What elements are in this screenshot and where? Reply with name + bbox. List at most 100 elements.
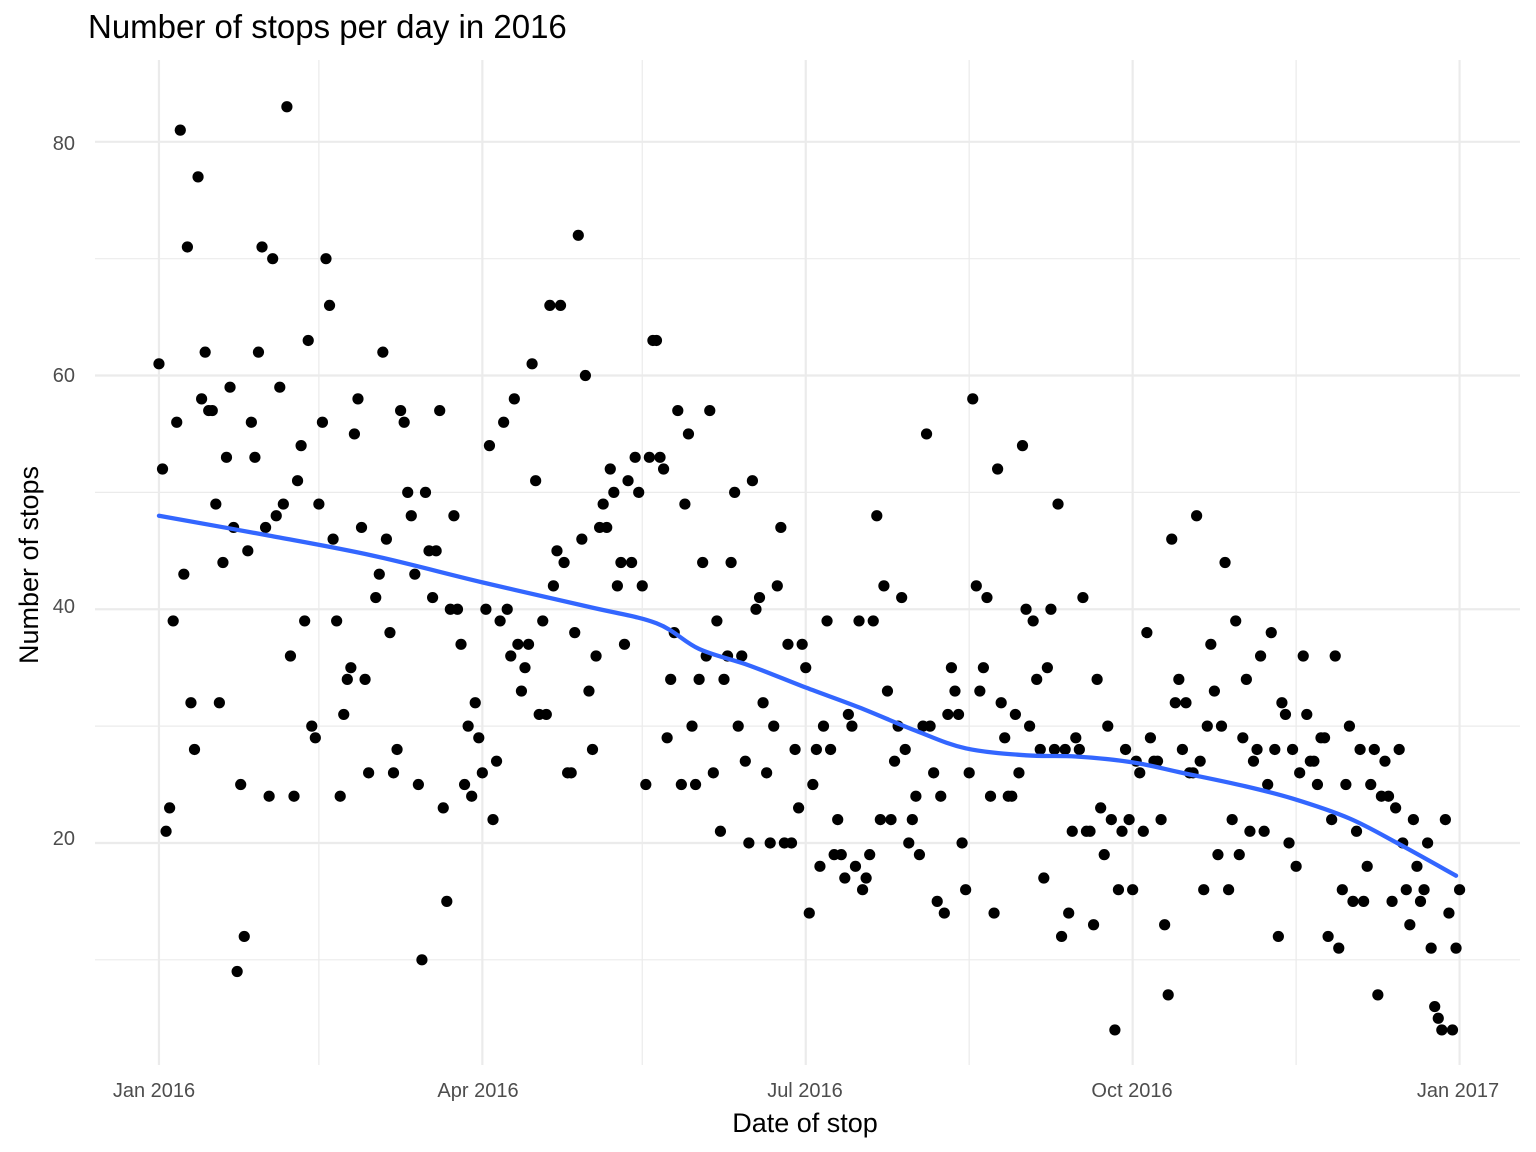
data-point [1272,930,1284,943]
data-point [686,720,698,732]
data-point [1446,1024,1459,1036]
data-point [377,346,389,358]
data-point [540,708,552,721]
y-tick-label-80: 80 [53,133,75,155]
data-point [867,615,879,627]
data-point [860,872,872,884]
data-point [334,790,346,802]
data-point [199,346,211,358]
data-point [942,708,954,721]
data-point [316,416,329,428]
data-point [252,346,265,358]
data-point [1112,884,1125,896]
y-tick-label-20: 20 [53,828,75,850]
data-point [1269,743,1281,756]
data-point [821,615,833,627]
data-point [1425,942,1437,954]
data-point [1237,732,1249,744]
data-point [331,615,343,627]
data-point [928,767,940,779]
data-point [746,475,759,487]
data-point [608,486,620,498]
data-point [672,404,684,417]
data-point [391,743,403,756]
x-tick-label-jan-2017: Jan 2017 [1417,1080,1499,1102]
data-point [743,837,755,849]
data-point [1169,697,1181,709]
data-point [384,627,396,639]
data-point [1400,884,1412,896]
data-point [1034,743,1046,756]
data-point [1290,860,1302,872]
data-point [1343,720,1356,732]
data-point [1429,1000,1441,1013]
data-point [426,591,439,604]
data-point [586,743,599,756]
data-point [1144,732,1157,744]
data-point [178,568,190,580]
data-point [899,743,911,756]
data-point [1365,778,1377,791]
data-point [277,498,289,510]
data-point [505,650,517,662]
data-point [526,358,538,370]
data-point [345,662,357,674]
data-point [707,767,719,779]
data-point [697,556,709,569]
data-point [508,393,520,405]
data-point [274,381,286,393]
data-point [1105,813,1117,826]
data-point [1006,790,1018,802]
y-tick-label-60: 60 [53,365,75,387]
data-point [924,720,936,732]
data-point [1073,743,1085,756]
data-point [1379,755,1391,767]
data-point [188,743,201,756]
data-point [1450,942,1462,954]
data-point [313,498,325,510]
data-point [824,743,837,756]
data-point [615,556,627,569]
data-point [903,837,915,849]
data-point [466,790,478,802]
data-point [338,708,350,721]
data-point [160,825,172,837]
data-point [1414,895,1427,907]
data-point [796,638,808,650]
data-point [1230,615,1242,627]
data-point [604,463,616,475]
data-point [782,638,794,650]
data-point [572,229,584,241]
data-point [583,685,595,697]
data-point [789,743,801,756]
data-point [711,615,723,627]
data-point [679,498,691,510]
data-point [622,475,634,487]
data-point [416,954,428,966]
data-point [501,603,513,615]
data-point [633,486,645,498]
data-point [348,428,361,440]
data-point [675,778,687,791]
chart-title: Number of stops per day in 2016 [88,8,567,45]
data-point [682,428,695,440]
data-point [245,416,257,428]
data-point [874,813,886,826]
data-point [817,720,830,732]
data-point [864,849,876,861]
data-point [1262,778,1274,791]
data-point [1095,802,1107,814]
data-point [1084,825,1096,837]
data-point [224,381,236,393]
data-point [490,755,503,767]
data-point [1208,685,1220,697]
data-point [480,603,492,615]
data-point [977,662,990,674]
data-point [1265,627,1277,639]
major-gridlines [95,60,1520,1065]
data-point [434,404,446,417]
data-point [665,673,677,685]
data-point [1358,895,1370,907]
data-point [270,510,282,522]
data-point [775,521,787,534]
